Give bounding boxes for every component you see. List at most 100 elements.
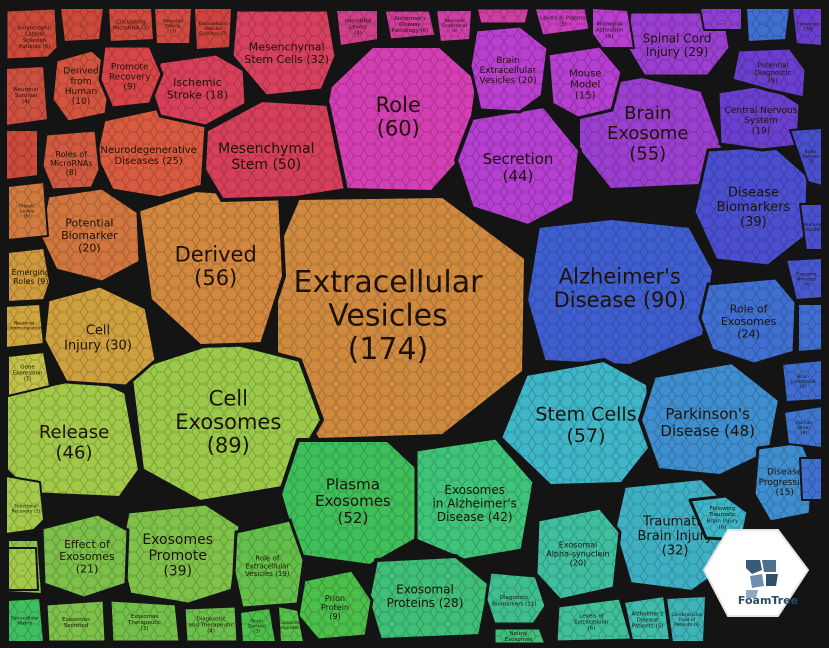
cell-label-line: (10)	[72, 97, 90, 107]
cell-label-line: ...	[808, 326, 812, 331]
cell-secretion[interactable]: Secretion (44)	[454, 104, 582, 228]
cell-label-line: Diagnostic	[755, 69, 792, 77]
cell-cell-exosomes[interactable]: Cell Exosomes (89)	[128, 338, 324, 504]
cell-label: Diagnostic and Therapeutic (4)	[188, 616, 233, 634]
cell-role-of-extracellular-vesicles[interactable]: Role of Extracellular Vesicles (19)	[232, 518, 306, 610]
cell-neuronal-endosomal[interactable]: Neuronal Endosomal (4)	[435, 9, 473, 43]
cell-potential-diagnostic[interactable]: Potential Diagnostic (9)	[730, 46, 808, 100]
cell-label-line: Levels of	[579, 613, 604, 619]
cell-exosomes-in-alzheimers[interactable]: Exosomes in Alzheimer's Disease (42)	[414, 436, 536, 562]
cell-exosomal-alpha-synuclein[interactable]: Exosomal Alpha-synuclein (20)	[534, 506, 622, 602]
cell-levels-of-extracellular[interactable]: Levels of Extracellular (6)	[554, 596, 634, 644]
cell-neuronal-survival[interactable]: Neuronal Survival (4)	[5, 65, 49, 127]
cell-plasma-exosomes[interactable]: Plasma Exosomes (52)	[278, 438, 422, 568]
cell-roles-of-micrornas[interactable]: Roles of MicroRNAs (8)	[40, 128, 102, 192]
cell-label-line: Prion	[325, 594, 345, 603]
cell-exosomes-therapeutic[interactable]: Exosomes Therapeutic (3)	[108, 598, 182, 644]
cell-alzheimers-disease-pathology[interactable]: Alzheimer's Disease Pathology (6)	[382, 8, 438, 42]
cell-circulating-microrna[interactable]: Circulating MicroRNA (3)	[107, 7, 155, 43]
cell-exosomes-neuroprotective[interactable]: Exosomes Neuroprotective	[272, 605, 309, 643]
cell-small-3[interactable]: ...	[474, 6, 532, 26]
cell-small-4[interactable]: ...	[7, 547, 39, 591]
cell-small-1[interactable]: ...	[59, 7, 105, 43]
cell-extracellular-vesicles-enriched[interactable]: Extracellular Vesicles Enriched (3)	[193, 7, 233, 51]
cell-potential-effects[interactable]: Potential Effects (3)	[153, 7, 193, 45]
cell-label-line: Mesenchymal	[249, 41, 325, 54]
cell-exosomes-cns[interactable]: Exosomes CNS	[791, 7, 823, 47]
cell-parkinsons-disease[interactable]: Parkinson's Disease (48)	[638, 360, 782, 478]
cell-small-7[interactable]: ...	[745, 7, 791, 43]
cell-label-line: Gene	[20, 364, 35, 370]
cell-label-line: Cell	[209, 386, 248, 410]
cell-label-line: (15)	[775, 488, 793, 498]
cell-shape	[785, 257, 823, 301]
cell-label-line: Amyotrophic	[17, 26, 52, 32]
cell-label-line: Neuronal	[14, 87, 39, 93]
cell-label-line: Patients (5)	[632, 624, 664, 630]
cell-brain-extracellular-vesicles[interactable]: Brain Extracellular Vesicles (20)	[468, 24, 550, 114]
cell-label-line: Alzheimer's	[394, 16, 426, 22]
cell-neuronal-function[interactable]: Neuronal Function	[799, 203, 823, 251]
cell-microrna-levels[interactable]: microRNA Levels (4)	[335, 9, 379, 47]
cell-emerging-roles[interactable]: Emerging Roles (9)	[7, 247, 51, 303]
cell-shape	[791, 7, 823, 47]
cell-mesenchymal-stem-cells[interactable]: Mesenchymal Stem Cells (32)	[230, 8, 338, 98]
cell-amyotrophic-lateral-sclerosis[interactable]: Amyotrophic Lateral Sclerosis Patients (6)	[4, 6, 60, 62]
cell-effect-of-exosomes[interactable]: Effect of Exosomes (21)	[40, 512, 130, 600]
cell-label-line: Following	[710, 506, 736, 512]
cell-diagnostic-and-therapeutic[interactable]: Diagnostic and Therapeutic (4)	[182, 604, 240, 644]
cell-cell-injury[interactable]: Cell Injury (30)	[42, 284, 158, 388]
cell-disease-biomarkers[interactable]: Disease Biomarkers (39)	[692, 144, 810, 268]
cell-levels-in-plasma[interactable]: Levels in Plasma (5)	[532, 6, 592, 38]
cell-alzheimers-disease[interactable]: Alzheimer's Disease (90)	[524, 216, 716, 368]
cell-label-line: Traumatic	[708, 512, 736, 518]
cell-extracellular-matrix[interactable]: Extracellular Matrix	[7, 597, 45, 643]
cell-label-line: Brain	[805, 149, 817, 155]
cell-derived[interactable]: Derived (56)	[136, 188, 286, 348]
cell-shape	[5, 475, 45, 535]
cell-exosomes-promote[interactable]: Exosomes Promote (39)	[118, 502, 242, 606]
cell-exosome-mimetics[interactable]: Exosome Mimetics (4)	[785, 257, 823, 301]
cell-alzheimers-disease-patients[interactable]: Alzheimer's Disease Patients (5)	[623, 595, 671, 641]
cell-exosomes-secreted[interactable]: Exosomes Secreted	[44, 598, 108, 644]
cell-small-5[interactable]: ...	[797, 303, 823, 353]
cell-small-6[interactable]: ...	[799, 457, 823, 501]
cell-extracellular-vesicles[interactable]: Extracellular Vesicles (174)	[274, 194, 528, 442]
cell-label-line: Secreted	[64, 623, 88, 629]
cell-label-line: ...	[765, 22, 770, 28]
cell-protein-levels[interactable]: Protein Levels (6)	[7, 181, 49, 241]
cell-microglial-activation[interactable]: Microglial Activation (5)	[591, 7, 635, 49]
cell-label-line: Mesenchymal	[218, 141, 314, 157]
cell-functional-recovery[interactable]: Functional Recovery (5)	[5, 475, 45, 535]
cell-role-of-exosomes[interactable]: Role of Exosomes (24)	[698, 276, 798, 366]
cell-label: ...	[79, 22, 84, 28]
logo-text: FoamTree	[738, 594, 798, 607]
cell-gene-expression[interactable]: Gene Expression (7)	[7, 351, 51, 397]
cell-human-brain[interactable]: Human Brain (4)	[783, 405, 823, 449]
cell-mesenchymal-stem[interactable]: Mesenchymal Stem (50)	[202, 98, 348, 202]
cell-derived-from-human[interactable]: Derived from Human (10)	[50, 48, 114, 124]
cell-brain-tumors[interactable]: Brain Tumors (7)	[789, 127, 823, 187]
cell-diagnostic-biomarkers[interactable]: Diagnostic Biomarkers (11)	[484, 570, 548, 626]
cell-stem-cells[interactable]: Stem Cells (57)	[498, 358, 654, 488]
cell-ischemic-stroke[interactable]: Ischemic Stroke (18)	[148, 52, 248, 128]
cell-label-line: (56)	[194, 266, 237, 290]
cell-small-8[interactable]: ...	[699, 7, 743, 31]
cell-small-2[interactable]: ....	[5, 129, 39, 181]
cell-label: Gene Expression (7)	[13, 364, 43, 382]
cell-label-line: Mimetics	[796, 277, 817, 283]
cell-brain-endothelial[interactable]: Brain Endothelial (4)	[781, 359, 823, 403]
cell-neural-exosomes[interactable]: Neural Exosomes	[492, 626, 548, 646]
cell-brain-derived[interactable]: Brain Derived (3)	[239, 607, 277, 643]
cell-cerebrospinal-fluid-patients[interactable]: Cerebrospinal Fluid of Patients (3)	[665, 595, 707, 643]
foamtree-logo[interactable]: FoamTree	[702, 529, 810, 617]
cell-shape	[7, 547, 39, 591]
cell-label: Cell Exosomes (89)	[175, 386, 281, 457]
cell-exosomal-proteins[interactable]: Exosomal Proteins (28)	[366, 554, 492, 642]
cell-label-line: Patients (3)	[674, 622, 700, 628]
cell-potential-biomarker[interactable]: Potential Biomarker (20)	[38, 186, 142, 284]
cell-shape	[699, 7, 743, 31]
cell-neuronal-communication[interactable]: Neuronal Communication	[5, 303, 45, 349]
cell-mouse-model[interactable]: Mouse Model (15)	[546, 44, 624, 120]
cell-promote-recovery[interactable]: Promote Recovery (9)	[98, 44, 164, 110]
